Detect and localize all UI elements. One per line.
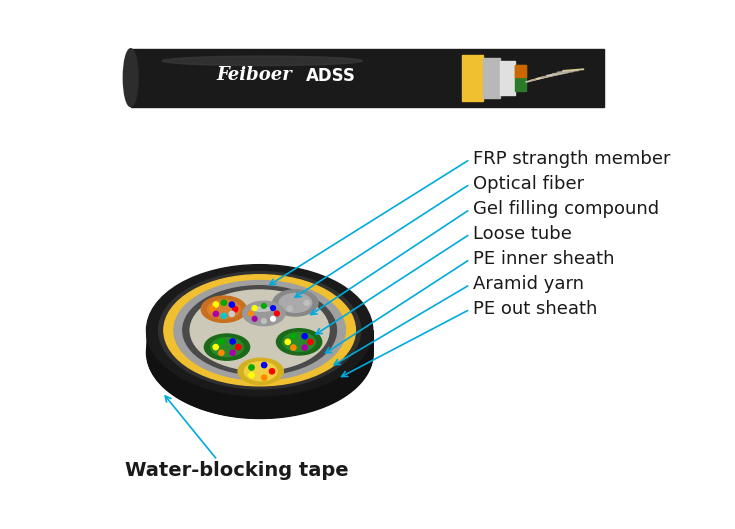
Text: ADSS: ADSS bbox=[306, 67, 356, 85]
Ellipse shape bbox=[276, 329, 322, 355]
Ellipse shape bbox=[146, 287, 373, 418]
Circle shape bbox=[230, 350, 235, 355]
Circle shape bbox=[213, 344, 218, 350]
Circle shape bbox=[221, 313, 226, 318]
Circle shape bbox=[262, 318, 266, 323]
Text: Water-blocking tape: Water-blocking tape bbox=[126, 461, 349, 480]
Circle shape bbox=[291, 345, 296, 350]
Ellipse shape bbox=[190, 290, 329, 371]
Ellipse shape bbox=[159, 272, 361, 389]
Ellipse shape bbox=[273, 290, 318, 316]
Circle shape bbox=[270, 316, 276, 321]
Circle shape bbox=[219, 350, 224, 355]
Circle shape bbox=[249, 372, 254, 378]
Circle shape bbox=[287, 295, 293, 300]
Circle shape bbox=[274, 311, 279, 316]
Ellipse shape bbox=[183, 286, 337, 375]
Text: Aramid yarn: Aramid yarn bbox=[473, 276, 584, 294]
Ellipse shape bbox=[238, 358, 283, 385]
Text: Feiboer: Feiboer bbox=[217, 66, 293, 84]
Circle shape bbox=[219, 339, 224, 344]
Circle shape bbox=[302, 345, 307, 350]
Circle shape bbox=[308, 339, 313, 344]
Circle shape bbox=[252, 316, 257, 321]
Text: Optical fiber: Optical fiber bbox=[473, 175, 584, 193]
Circle shape bbox=[213, 302, 218, 307]
Ellipse shape bbox=[279, 294, 312, 312]
Circle shape bbox=[269, 369, 275, 374]
Ellipse shape bbox=[164, 275, 356, 386]
Circle shape bbox=[236, 344, 241, 350]
Circle shape bbox=[262, 362, 267, 368]
Circle shape bbox=[302, 334, 307, 339]
Text: FRP strangth member: FRP strangth member bbox=[473, 150, 670, 168]
Ellipse shape bbox=[204, 334, 250, 360]
Circle shape bbox=[230, 339, 235, 344]
Ellipse shape bbox=[244, 362, 277, 381]
Bar bbox=[514, 65, 526, 77]
Ellipse shape bbox=[162, 56, 362, 66]
Ellipse shape bbox=[123, 49, 138, 107]
Bar bbox=[462, 54, 484, 101]
Ellipse shape bbox=[283, 332, 315, 351]
Ellipse shape bbox=[174, 280, 345, 380]
Circle shape bbox=[291, 334, 296, 339]
Circle shape bbox=[249, 365, 254, 370]
Ellipse shape bbox=[201, 296, 246, 322]
Text: Loose tube: Loose tube bbox=[473, 225, 572, 243]
Bar bbox=[484, 58, 500, 98]
Circle shape bbox=[304, 300, 309, 306]
Ellipse shape bbox=[207, 300, 240, 318]
Circle shape bbox=[270, 306, 276, 311]
Ellipse shape bbox=[211, 338, 243, 357]
Bar bbox=[131, 49, 604, 107]
Text: PE inner sheath: PE inner sheath bbox=[473, 250, 614, 268]
Circle shape bbox=[262, 375, 267, 380]
Ellipse shape bbox=[251, 307, 270, 311]
Text: PE out sheath: PE out sheath bbox=[473, 300, 597, 318]
Bar bbox=[500, 61, 514, 95]
Text: Gel filling compound: Gel filling compound bbox=[473, 200, 659, 218]
Circle shape bbox=[248, 311, 253, 316]
Circle shape bbox=[262, 304, 266, 308]
Circle shape bbox=[285, 339, 290, 344]
Circle shape bbox=[287, 306, 293, 311]
Circle shape bbox=[229, 302, 234, 307]
Ellipse shape bbox=[146, 264, 373, 396]
Circle shape bbox=[229, 311, 234, 316]
Circle shape bbox=[210, 307, 215, 312]
Ellipse shape bbox=[243, 301, 285, 326]
Circle shape bbox=[221, 300, 226, 305]
Circle shape bbox=[232, 307, 238, 312]
Circle shape bbox=[252, 306, 257, 311]
Circle shape bbox=[213, 311, 218, 316]
Bar bbox=[514, 65, 526, 91]
